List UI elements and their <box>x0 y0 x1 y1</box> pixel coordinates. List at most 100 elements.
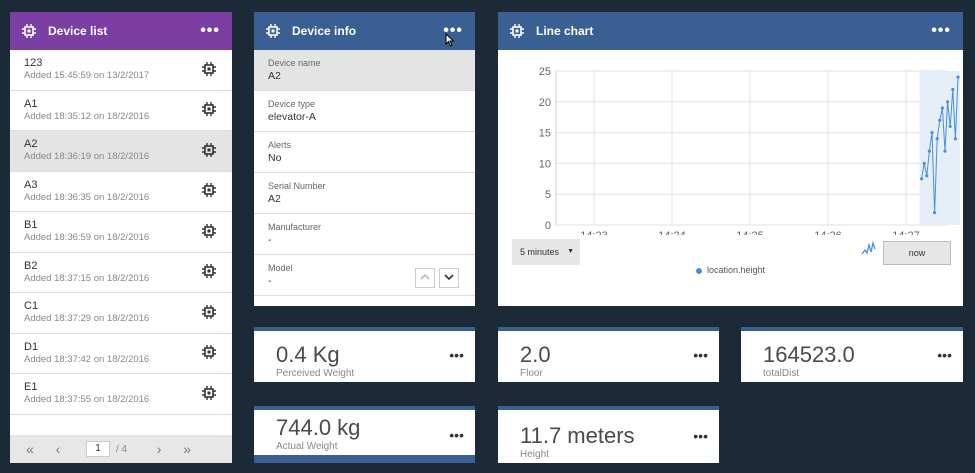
x-tick-label: 14:24 <box>658 230 686 235</box>
device-added-time: Added 18:37:55 on 18/2/2016 <box>24 394 150 406</box>
more-icon[interactable]: ••• <box>937 347 952 363</box>
scroll-down-button[interactable] <box>439 268 459 288</box>
chip-icon[interactable] <box>202 223 218 240</box>
more-icon[interactable]: ••• <box>931 22 951 39</box>
data-point <box>951 87 955 92</box>
y-tick-label: 5 <box>545 189 551 201</box>
prev-page-button[interactable]: ‹ <box>55 441 61 457</box>
metric-label: totalDist <box>763 368 800 379</box>
device-name: B2 <box>24 259 38 272</box>
device-list-title: Device list <box>48 24 108 38</box>
caret-down-icon: ▼ <box>567 248 574 255</box>
device-info-header: Device info ••• <box>254 12 475 50</box>
device-added-time: Added 18:37:15 on 18/2/2016 <box>24 272 150 284</box>
more-icon[interactable]: ••• <box>443 22 463 39</box>
device-list-item[interactable]: A1 Added 18:35:12 on 18/2/2016 <box>10 91 232 131</box>
device-info-field: Device name A2 <box>254 50 475 91</box>
device-added-time: Added 18:36:35 on 18/2/2016 <box>24 191 150 203</box>
device-list-item[interactable]: 123 Added 15:45:59 on 13/2/2017 <box>10 50 232 91</box>
more-icon[interactable]: ••• <box>449 347 464 363</box>
device-item-text: B2 Added 18:37:15 on 18/2/2016 <box>24 260 202 285</box>
field-value: A2 <box>268 70 281 82</box>
data-point <box>938 118 942 122</box>
chart-legend[interactable]: location.height <box>498 265 963 275</box>
y-tick-label: 25 <box>539 66 551 78</box>
chip-icon[interactable] <box>202 183 218 199</box>
device-list-card: Device list ••• 123 Added 15:45:59 on 13… <box>10 12 232 463</box>
x-tick-label: 14:23 <box>580 230 608 235</box>
line-chart-header: Line chart ••• <box>498 12 963 50</box>
height-tile: 11.7 meters Height ••• <box>498 406 719 463</box>
field-label: Device type <box>268 99 316 109</box>
x-tick-label: 14:27 <box>892 230 920 235</box>
data-point <box>956 75 960 79</box>
chip-icon[interactable] <box>202 61 218 78</box>
device-added-time: Added 15:45:59 on 13/2/2017 <box>24 70 150 82</box>
chip-icon[interactable] <box>202 385 218 402</box>
mouse-cursor-icon <box>445 32 455 52</box>
chip-icon[interactable] <box>202 264 218 280</box>
field-value: No <box>268 152 282 164</box>
data-point <box>935 137 939 141</box>
device-added-time: Added 18:35:12 on 18/2/2016 <box>24 110 150 122</box>
chip-icon[interactable] <box>202 142 218 159</box>
device-info-card: Device info ••• Device name A2 Device typ… <box>254 12 475 306</box>
perceived-weight-tile: 0.4 Kg Perceived Weight ••• <box>254 327 475 382</box>
data-point <box>946 100 950 104</box>
data-point <box>920 177 924 181</box>
field-label: Serial Number <box>268 181 326 191</box>
metric-label: Height <box>520 449 549 460</box>
field-label: Model <box>268 263 293 273</box>
device-name: 123 <box>24 57 43 70</box>
device-info-fields: Device name A2 Device type elevator-A Aler… <box>254 50 475 296</box>
scroll-up-button[interactable] <box>415 268 435 288</box>
device-list-item[interactable]: A3 Added 18:36:35 on 18/2/2016 <box>10 172 232 212</box>
first-page-button[interactable]: « <box>26 441 34 457</box>
x-tick-label: 14:25 <box>736 230 764 235</box>
data-point <box>930 131 934 135</box>
device-info-field: Serial Number A2 <box>254 173 475 214</box>
last-page-button[interactable]: » <box>183 441 192 457</box>
data-point <box>943 149 947 153</box>
now-button[interactable]: now <box>883 241 951 265</box>
actual-weight-tile: 744.0 kg Actual Weight ••• <box>254 406 475 463</box>
time-range-select[interactable]: 5 minutes ▼ <box>512 239 580 265</box>
time-range-value: 5 minutes <box>520 247 560 257</box>
device-name: C1 <box>24 300 39 313</box>
page-input[interactable]: 1 <box>86 441 110 457</box>
field-label: Manufacturer <box>268 222 322 232</box>
device-list-item[interactable]: B1 Added 18:36:59 on 18/2/2016 <box>10 212 232 253</box>
plot-area <box>555 70 949 226</box>
y-tick-label: 15 <box>539 128 551 140</box>
more-icon[interactable]: ••• <box>200 22 220 39</box>
field-value: - <box>268 275 272 287</box>
device-list-item[interactable]: A2 Added 18:36:19 on 18/2/2016 <box>10 131 232 172</box>
device-info-field: Model - <box>254 255 475 296</box>
chevron-down-icon <box>444 274 454 281</box>
chip-icon <box>510 24 524 38</box>
device-list-item[interactable]: E1 Added 18:37:55 on 18/2/2016 <box>10 374 232 415</box>
chip-icon[interactable] <box>202 304 218 321</box>
device-name: B1 <box>24 219 38 232</box>
data-point <box>940 106 944 110</box>
device-list-item[interactable]: C1 Added 18:37:29 on 18/2/2016 <box>10 293 232 334</box>
chip-icon[interactable] <box>202 345 218 361</box>
device-item-text: 123 Added 15:45:59 on 13/2/2017 <box>24 57 202 82</box>
data-point <box>953 137 957 141</box>
metric-value: 11.7 meters <box>520 423 635 448</box>
live-signal-icon[interactable] <box>861 240 877 262</box>
chip-icon[interactable] <box>202 102 218 118</box>
device-list-item[interactable]: D1 Added 18:37:42 on 18/2/2016 <box>10 334 232 374</box>
device-name: E1 <box>24 381 38 394</box>
next-page-button[interactable]: › <box>156 441 162 457</box>
device-list-item[interactable]: B2 Added 18:37:15 on 18/2/2016 <box>10 253 232 293</box>
line-chart-plot[interactable]: 0 5 10 15 20 25 14:23 14:24 14:25 14:26 14:27 <box>498 50 963 235</box>
data-point <box>933 211 937 215</box>
chip-icon <box>266 24 280 38</box>
field-value: A2 <box>268 193 281 205</box>
more-icon[interactable]: ••• <box>693 428 708 444</box>
more-icon[interactable]: ••• <box>449 427 464 443</box>
device-item-text: D1 Added 18:37:42 on 18/2/2016 <box>24 341 202 366</box>
y-tick-label: 20 <box>539 97 551 109</box>
more-icon[interactable]: ••• <box>693 347 708 363</box>
